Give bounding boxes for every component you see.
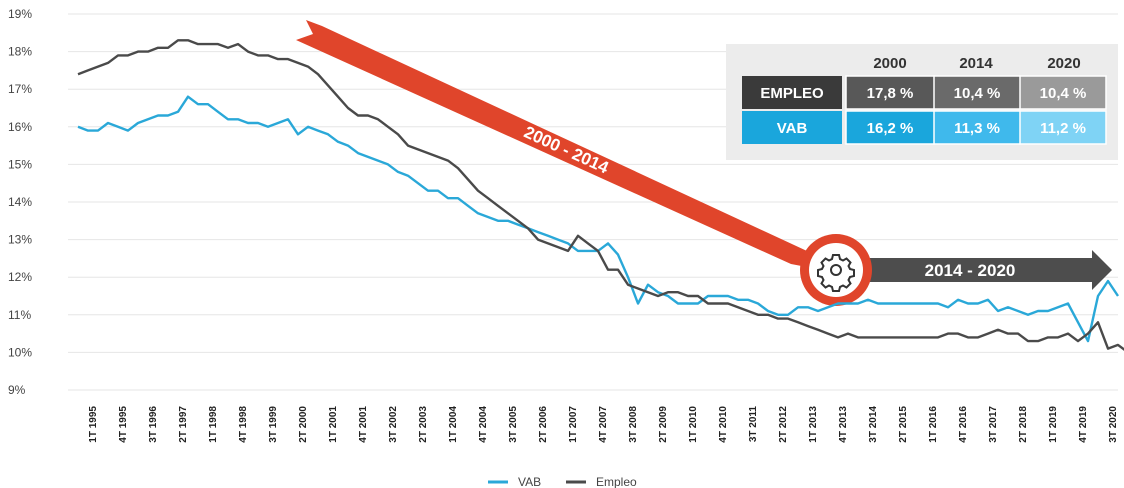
x-tick-label: 4T 2016 — [958, 406, 969, 443]
x-tick-label: 2T 2015 — [898, 406, 909, 443]
y-axis: 9% 10% 11% 12% 13% 14% 15% 16% 17% 18% 19% — [8, 7, 32, 397]
x-tick-label: 1T 2016 — [928, 406, 939, 443]
table-header: 2014 — [959, 55, 993, 72]
x-tick-label: 3T 2005 — [508, 406, 519, 443]
table-cell-value: 11,2 % — [1040, 120, 1086, 137]
table-cell-value: 17,8 % — [867, 85, 914, 102]
y-tick-label: 11% — [8, 308, 31, 322]
table-row-label: VAB — [777, 120, 808, 137]
arrow-2000-2014-label: 2000 - 2014 — [521, 123, 612, 178]
x-tick-label: 4T 1995 — [118, 406, 129, 443]
table-row-label-bg — [742, 111, 842, 144]
x-tick-label: 1T 2001 — [328, 406, 339, 443]
table-cell-value: 10,4 % — [1040, 85, 1087, 102]
x-tick-label: 3T 1999 — [268, 406, 279, 443]
x-tick-label: 4T 2001 — [358, 406, 369, 443]
x-tick-label: 1T 2010 — [688, 406, 699, 443]
summary-table: 2000 2014 2020 EMPLEO 17,8 % 10,4 % 10,4 % VAB 1… — [726, 44, 1118, 160]
x-tick-label: 4T 2004 — [478, 406, 489, 443]
x-tick-label: 3T 2011 — [748, 406, 759, 443]
x-tick-label: 2T 1997 — [178, 406, 189, 443]
y-tick-label: 13% — [8, 233, 32, 247]
y-tick-label: 12% — [8, 270, 32, 284]
table-cell-bg — [1019, 75, 1107, 110]
gear-badge — [800, 234, 872, 306]
x-tick-label: 2T 2006 — [538, 406, 549, 443]
table-cell-bg — [1019, 110, 1107, 145]
y-tick-label: 19% — [8, 7, 32, 21]
arrow-2000-2014-shape — [296, 20, 812, 268]
x-tick-label: 1T 2013 — [808, 406, 819, 443]
arrow-2014-2020: 2014 - 2020 — [868, 250, 1112, 290]
x-tick-label: 2T 2003 — [418, 406, 429, 443]
table-header: 2020 — [1047, 55, 1080, 72]
arrow-2014-2020-shape — [868, 250, 1112, 290]
series-lines — [77, 39, 1124, 351]
x-tick-label: 4T 2010 — [718, 406, 729, 443]
table-row-label: EMPLEO — [760, 85, 824, 102]
x-tick-label: 2T 2012 — [778, 406, 789, 443]
x-tick-label: 3T 2002 — [388, 406, 399, 443]
y-tick-label: 14% — [8, 195, 32, 209]
y-tick-label: 17% — [8, 82, 32, 96]
x-tick-label: 3T 2014 — [868, 406, 879, 443]
y-tick-label: 18% — [8, 45, 32, 59]
x-tick-label: 4T 2013 — [838, 406, 849, 443]
y-tick-label: 9% — [8, 383, 26, 397]
x-tick-label: 1T 1998 — [208, 406, 219, 443]
x-tick-label: 2T 2018 — [1018, 406, 1029, 443]
y-tick-label: 10% — [8, 345, 32, 359]
x-tick-label: 1T 2004 — [448, 406, 459, 443]
x-tick-label: 4T 2007 — [598, 406, 609, 443]
table-cell-value: 16,2 % — [867, 120, 914, 137]
x-tick-label: 3T 2020 — [1108, 406, 1119, 443]
x-tick-label: 1T 2007 — [568, 406, 579, 443]
legend-label: VAB — [518, 475, 541, 488]
x-axis: 1T 1995 4T 1995 3T 1996 2T 1997 1T 1998 4T 19… — [88, 406, 1119, 443]
x-tick-label: 3T 2008 — [628, 406, 639, 443]
table-cell-value: 10,4 % — [954, 85, 1001, 102]
table-row-label-bg — [742, 76, 842, 109]
x-tick-label: 1T 1995 — [88, 406, 99, 443]
x-tick-label: 4T 2019 — [1078, 406, 1089, 443]
x-tick-label: 2T 2009 — [658, 406, 669, 443]
gear-icon — [817, 254, 855, 292]
table-header: 2000 — [873, 55, 906, 72]
legend-label: Empleo — [596, 475, 637, 488]
series-line-empleo — [77, 39, 1124, 351]
y-tick-label: 16% — [8, 120, 32, 134]
arrow-2014-2020-label: 2014 - 2020 — [925, 261, 1016, 280]
legend: VAB Empleo — [488, 475, 637, 488]
x-tick-label: 2T 2000 — [298, 406, 309, 443]
y-tick-label: 15% — [8, 157, 32, 171]
x-tick-label: 4T 1998 — [238, 406, 249, 443]
x-tick-label: 1T 2019 — [1048, 406, 1059, 443]
x-tick-label: 3T 1996 — [148, 406, 159, 443]
x-tick-label: 3T 2017 — [988, 406, 999, 443]
table-cell-value: 11,3 % — [954, 120, 1000, 137]
